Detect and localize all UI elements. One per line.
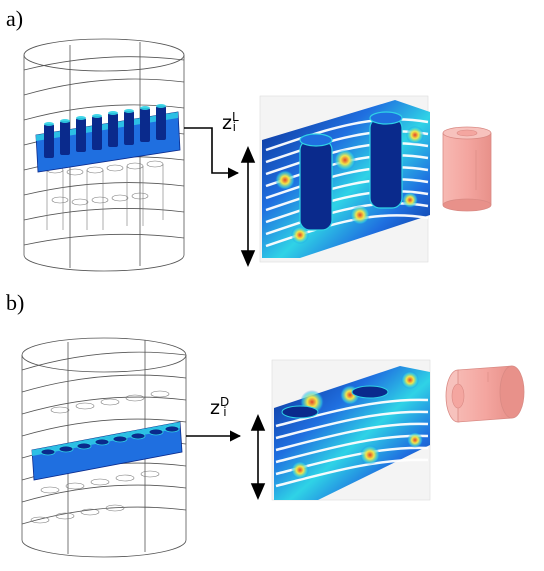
field-map-b <box>271 359 431 501</box>
z-label-a-base: z <box>222 112 232 134</box>
height-arrow-b <box>250 413 266 501</box>
z-label-b-sup: D <box>219 395 230 409</box>
z-label-b: zDi <box>210 395 230 419</box>
pink-cylinder-b <box>445 365 525 423</box>
z-label-b-sub: i <box>223 405 227 419</box>
panel-a-label: a) <box>6 6 24 31</box>
height-arrow-a <box>240 145 256 268</box>
field-map-a <box>259 95 430 263</box>
connector-arrow-a <box>184 127 240 179</box>
pink-cylinder-a <box>442 126 492 212</box>
z-label-a-sub: i <box>232 120 237 134</box>
highlighted-slab-b <box>31 421 183 481</box>
panel-b-label: b) <box>6 290 25 315</box>
z-label-a: zLi <box>222 110 239 134</box>
z-label-b-base: z <box>210 397 220 419</box>
z-label-a-sup: L <box>231 110 239 124</box>
highlighted-slab-a <box>35 104 181 173</box>
